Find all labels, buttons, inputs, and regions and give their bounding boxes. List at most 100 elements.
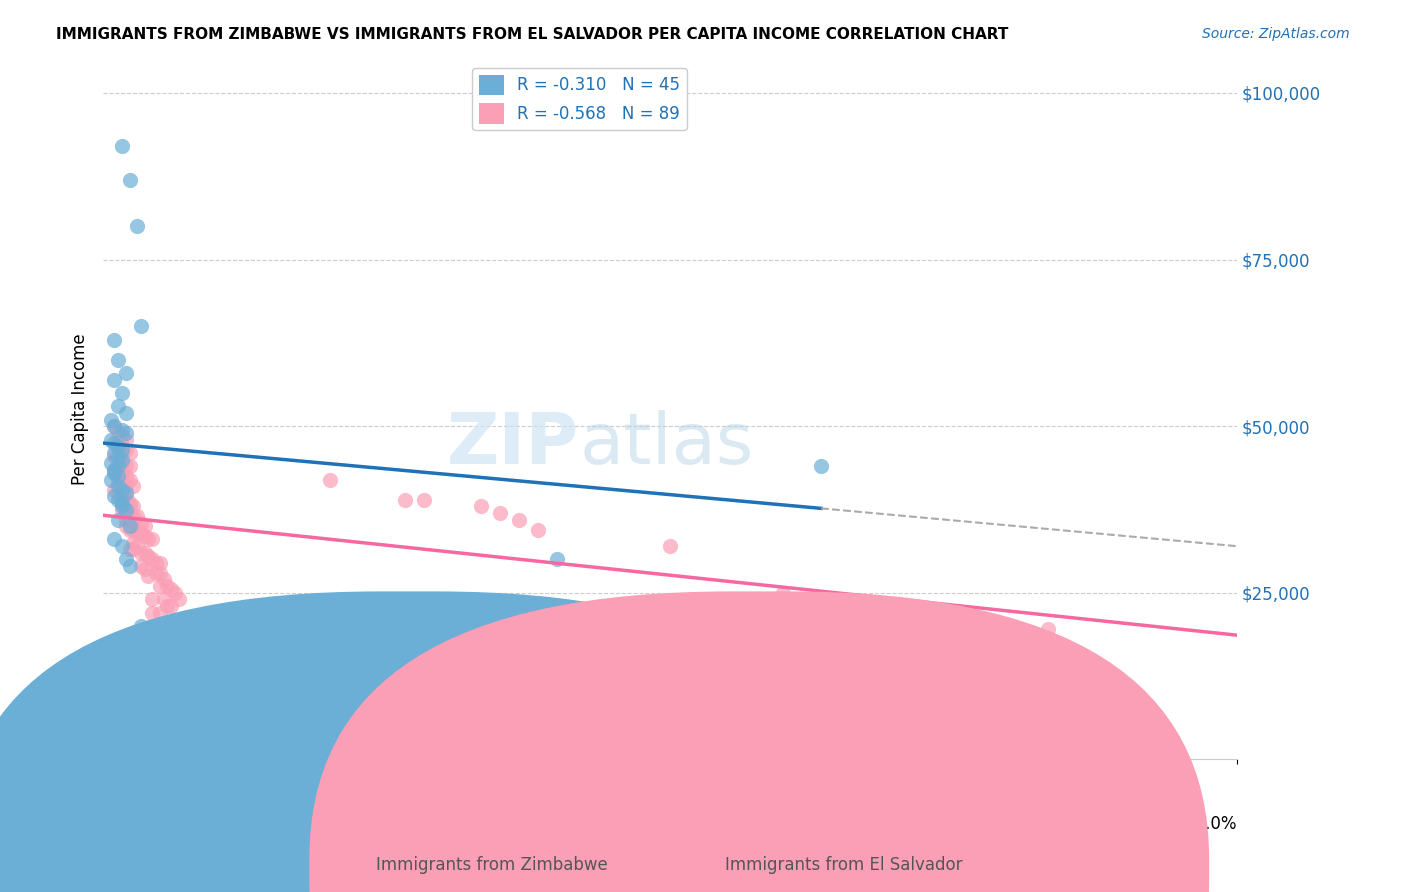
Point [118,512,141,526]
Point [107,352,129,367]
Point [129,619,152,633]
Point [156,599,179,614]
Point [103,333,125,347]
Point [118,499,141,513]
Point [111,499,134,513]
Point [134,546,156,560]
Point [114,406,136,420]
Point [129,516,152,530]
Point [107,469,129,483]
Point [319,473,342,487]
Point [107,399,129,413]
Point [103,446,125,460]
Point [103,462,125,476]
Point [114,469,136,483]
Point [160,599,183,614]
Point [114,433,136,447]
Point [114,479,136,493]
Point [129,559,152,574]
Point [156,579,179,593]
Legend: R = -0.310   N = 45, R = -0.568   N = 89: R = -0.310 N = 45, R = -0.568 N = 89 [472,68,686,130]
Point [103,533,125,547]
Point [122,536,145,550]
Point [489,506,512,520]
Point [111,539,134,553]
Point [118,523,141,537]
Point [118,473,141,487]
Point [107,479,129,493]
Point [134,562,156,576]
Point [111,139,134,153]
Point [118,172,141,186]
Point [810,459,832,474]
Point [114,506,136,520]
Point [122,499,145,513]
Point [114,459,136,474]
Point [118,506,141,520]
Y-axis label: Per Capita Income: Per Capita Income [72,334,89,485]
Point [111,496,134,510]
Point [111,442,134,457]
Point [470,499,492,513]
Point [141,606,163,620]
Point [107,473,129,487]
Point [138,549,160,564]
Point [122,542,145,557]
Point [163,586,186,600]
Point [394,492,416,507]
Point [772,586,794,600]
Point [145,556,167,570]
Point [111,429,134,443]
Point [508,512,530,526]
Text: atlas: atlas [579,410,754,479]
Text: 0.0%: 0.0% [103,815,145,833]
Point [167,592,190,607]
Point [122,509,145,524]
Point [546,552,568,566]
Point [118,446,141,460]
Point [111,502,134,516]
Point [107,439,129,453]
Point [100,412,122,426]
Point [114,502,136,516]
Point [141,592,163,607]
Point [118,559,141,574]
Point [111,439,134,453]
Point [127,539,149,553]
Point [107,466,129,480]
Point [114,425,136,440]
Point [107,435,129,450]
Text: IMMIGRANTS FROM ZIMBABWE VS IMMIGRANTS FROM EL SALVADOR PER CAPITA INCOME CORREL: IMMIGRANTS FROM ZIMBABWE VS IMMIGRANTS F… [56,27,1008,42]
Point [103,489,125,503]
Point [138,533,160,547]
Text: ZIP: ZIP [447,410,579,479]
Point [103,483,125,497]
Point [103,435,125,450]
Point [107,512,129,526]
Point [111,486,134,500]
Point [122,523,145,537]
Point [114,489,136,503]
Point [127,525,149,540]
Point [114,492,136,507]
Point [107,459,129,474]
Point [960,625,983,640]
Point [111,483,134,497]
Point [149,556,172,570]
Point [107,486,129,500]
Text: Source: ZipAtlas.com: Source: ZipAtlas.com [1202,27,1350,41]
Point [103,449,125,463]
Point [122,479,145,493]
Point [134,519,156,533]
Point [658,539,681,553]
Point [103,419,125,434]
Point [129,546,152,560]
Point [111,423,134,437]
Point [107,492,129,507]
Point [152,573,174,587]
Point [129,525,152,540]
Point [149,606,172,620]
Point [107,425,129,440]
Point [141,533,163,547]
Point [127,509,149,524]
